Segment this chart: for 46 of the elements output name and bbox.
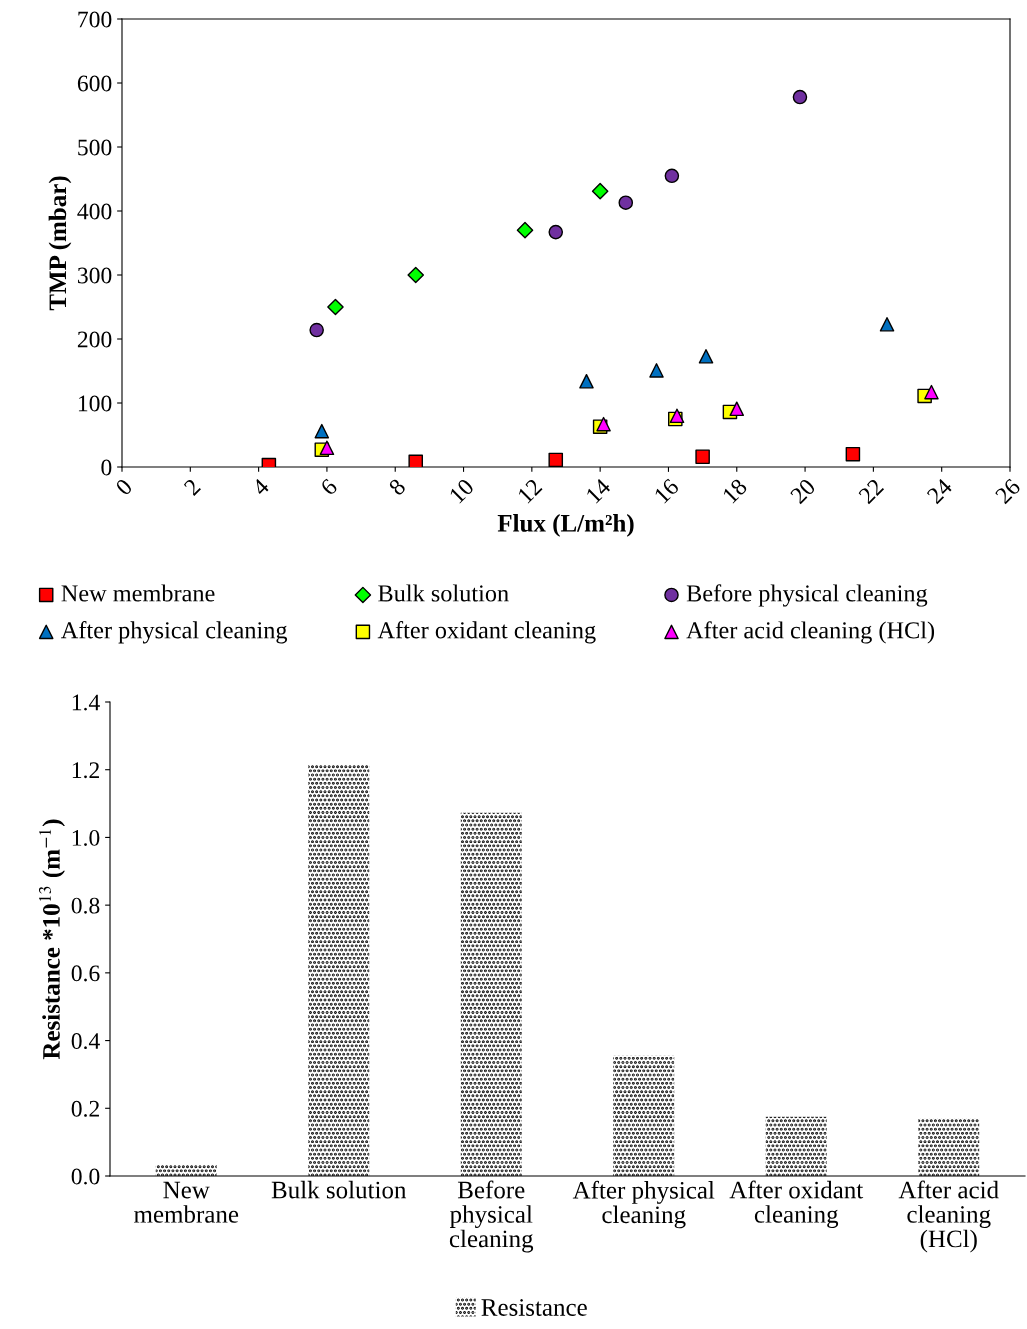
x-tick-label: 6 xyxy=(319,477,339,497)
y-tick-label: 100 xyxy=(78,395,112,412)
x-tick-label: 16 xyxy=(653,477,680,504)
y-tick-label: 600 xyxy=(77,75,112,92)
x-tick-label: 22 xyxy=(857,478,885,505)
y-tick-label: 0.6 xyxy=(71,965,100,982)
x-tick-label: 18 xyxy=(722,477,748,504)
x-tick-label: 2 xyxy=(183,478,201,496)
x-tick-label: 0 xyxy=(114,477,134,497)
x-tick-label: 8 xyxy=(388,477,407,497)
y-tick-label: 0.4 xyxy=(71,1033,100,1050)
x-tick-label: After oxidant cleaning xyxy=(729,1180,864,1229)
y-tick-label: 300 xyxy=(77,267,112,284)
y-axis-title: TMP (mbar) xyxy=(48,176,72,311)
legend-label: Before physical cleaning xyxy=(686,584,928,607)
x-tick-label: After physical cleaning xyxy=(572,1180,715,1229)
y-tick-label: 0.2 xyxy=(71,1100,99,1117)
y-tick-label: 700 xyxy=(78,11,112,28)
y-tick-label: 0.8 xyxy=(71,897,100,914)
y-tick-label: 1.2 xyxy=(72,762,99,779)
legend-label: After acid cleaning (HCl) xyxy=(686,621,935,644)
y-tick-label: 200 xyxy=(77,331,112,348)
y-tick-label: 1.0 xyxy=(72,829,100,846)
x-tick-label: 10 xyxy=(448,477,475,504)
y-tick-label: 400 xyxy=(77,203,112,220)
legend-label: New membrane xyxy=(61,584,215,602)
legend-label: Bulk solution xyxy=(378,584,509,602)
x-tick-label: Bulk solution xyxy=(271,1180,407,1199)
x-tick-label: 26 xyxy=(994,477,1022,505)
y-tick-label: 1.4 xyxy=(72,694,100,711)
x-tick-label: Before physical cleaning xyxy=(449,1180,534,1253)
y-tick-label: 0 xyxy=(101,459,112,476)
x-tick-label: After acid cleaning (HCl) xyxy=(898,1180,999,1253)
x-tick-label: 24 xyxy=(926,477,954,505)
x-tick-label: 14 xyxy=(585,477,612,504)
x-tick-label: 12 xyxy=(517,478,543,504)
x-tick-label: 20 xyxy=(789,477,817,505)
legend-label: After oxidant cleaning xyxy=(377,621,596,644)
legend-label: After physical cleaning xyxy=(61,621,288,644)
y-axis-title: Resistance *10$^{13}$ (m$^{−1}$) xyxy=(38,819,65,1060)
legend-label: Resistance xyxy=(481,1299,587,1316)
x-axis-title: Flux (L/m²h) xyxy=(497,514,634,537)
y-tick-label: 0.0 xyxy=(71,1168,100,1185)
x-tick-label: 4 xyxy=(251,477,270,497)
x-tick-label: New membrane xyxy=(134,1181,239,1223)
y-tick-label: 500 xyxy=(78,139,112,156)
